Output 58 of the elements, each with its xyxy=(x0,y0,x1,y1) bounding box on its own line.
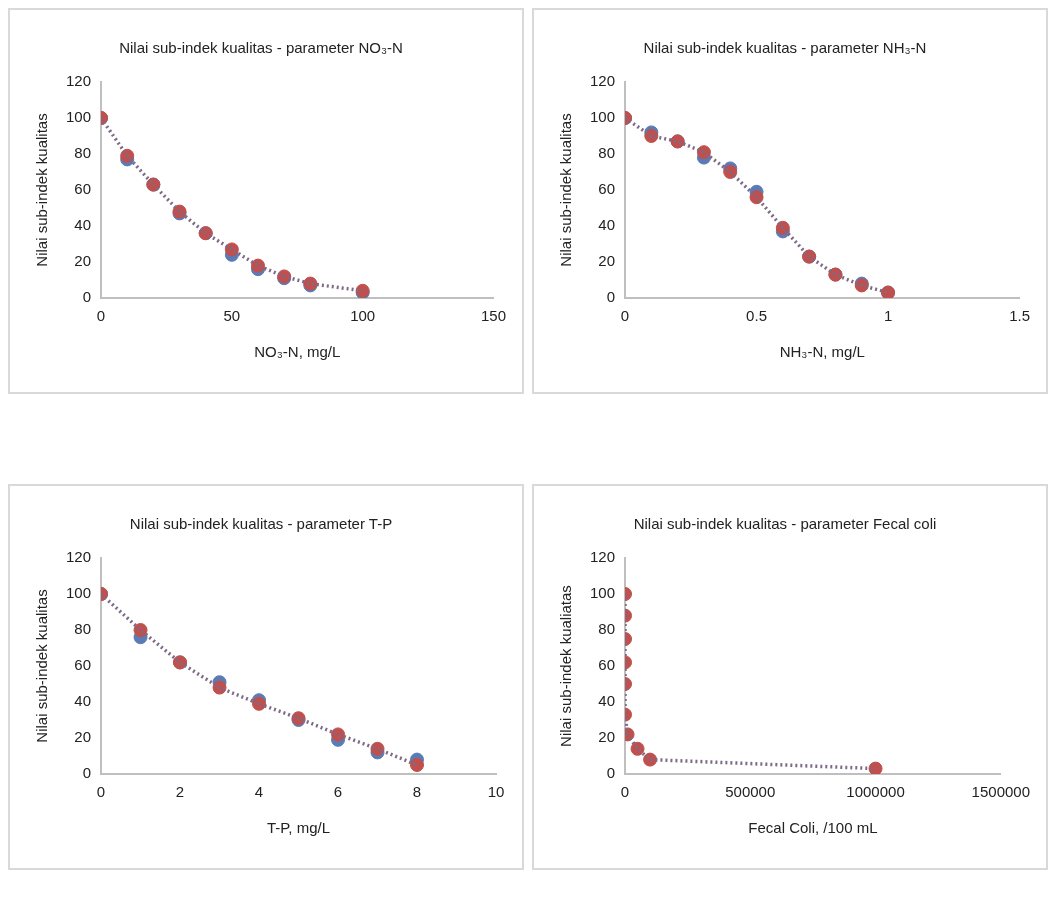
y-tick-label: 40 xyxy=(74,216,92,234)
chart-title: Nilai sub-indek kualitas - parameter Fecal coli xyxy=(633,515,937,533)
x-tick-label: 2 xyxy=(175,783,185,801)
y-tick-label: 60 xyxy=(74,656,92,674)
x-tick-label: 6 xyxy=(333,783,343,801)
y-tick-label: 20 xyxy=(598,728,616,746)
x-tick-label: 150 xyxy=(480,307,506,325)
chart-title: Nilai sub-indek kualitas - parameter NH₃-N xyxy=(643,39,927,57)
x-tick-label: 0 xyxy=(96,783,106,801)
y-axis-title: Nilai sub-indek kualitas xyxy=(33,113,51,267)
x-axis-title: NH₃-N, mg/L xyxy=(779,343,865,361)
y-tick-label: 120 xyxy=(590,548,616,566)
x-tick-label: 0.5 xyxy=(746,307,767,325)
x-axis-title: Fecal Coli, /100 mL xyxy=(748,819,878,837)
chart-title: Nilai sub-indek kualitas - parameter T-P xyxy=(129,515,393,533)
y-axis-title: Nilai sub-indek kualitas xyxy=(33,589,51,743)
y-tick-label: 100 xyxy=(66,108,92,126)
y-tick-label: 40 xyxy=(598,692,616,710)
y-tick-label: 20 xyxy=(74,728,92,746)
y-tick-label: 80 xyxy=(74,144,92,162)
y-axis-title: Nilai sub-indek kualitas xyxy=(557,113,575,267)
x-axis-title: T-P, mg/L xyxy=(266,819,331,837)
x-tick-label: 1500000 xyxy=(971,783,1031,801)
x-tick-label: 8 xyxy=(412,783,422,801)
y-tick-label: 120 xyxy=(66,548,92,566)
x-tick-label: 100 xyxy=(350,307,376,325)
x-tick-label: 0 xyxy=(620,307,630,325)
y-tick-label: 60 xyxy=(598,656,616,674)
y-tick-label: 0 xyxy=(606,288,616,306)
y-tick-label: 100 xyxy=(590,108,616,126)
y-tick-label: 100 xyxy=(66,584,92,602)
y-tick-label: 0 xyxy=(82,288,92,306)
y-tick-label: 100 xyxy=(590,584,616,602)
x-tick-label: 0 xyxy=(96,307,106,325)
y-tick-label: 80 xyxy=(598,620,616,638)
y-tick-label: 20 xyxy=(598,252,616,270)
x-tick-label: 50 xyxy=(223,307,241,325)
y-tick-label: 120 xyxy=(66,72,92,90)
y-axis-title: Nilai sub-indek kualiatas xyxy=(557,585,575,747)
x-axis-title: NO₃-N, mg/L xyxy=(254,343,341,361)
x-tick-label: 500000 xyxy=(725,783,776,801)
y-tick-label: 20 xyxy=(74,252,92,270)
x-tick-label: 0 xyxy=(620,783,630,801)
y-tick-label: 0 xyxy=(606,764,616,782)
y-tick-label: 0 xyxy=(82,764,92,782)
x-tick-label: 1.5 xyxy=(1009,307,1030,325)
y-tick-label: 120 xyxy=(590,72,616,90)
y-tick-label: 60 xyxy=(598,180,616,198)
y-tick-label: 40 xyxy=(598,216,616,234)
y-tick-label: 80 xyxy=(598,144,616,162)
y-tick-label: 80 xyxy=(74,620,92,638)
x-tick-label: 1000000 xyxy=(846,783,905,801)
x-tick-label: 1 xyxy=(883,307,893,325)
x-tick-label: 4 xyxy=(254,783,264,801)
chart-title: Nilai sub-indek kualitas - parameter NO₃-N xyxy=(119,39,403,57)
y-tick-label: 60 xyxy=(74,180,92,198)
x-tick-label: 10 xyxy=(487,783,505,801)
y-tick-label: 40 xyxy=(74,692,92,710)
